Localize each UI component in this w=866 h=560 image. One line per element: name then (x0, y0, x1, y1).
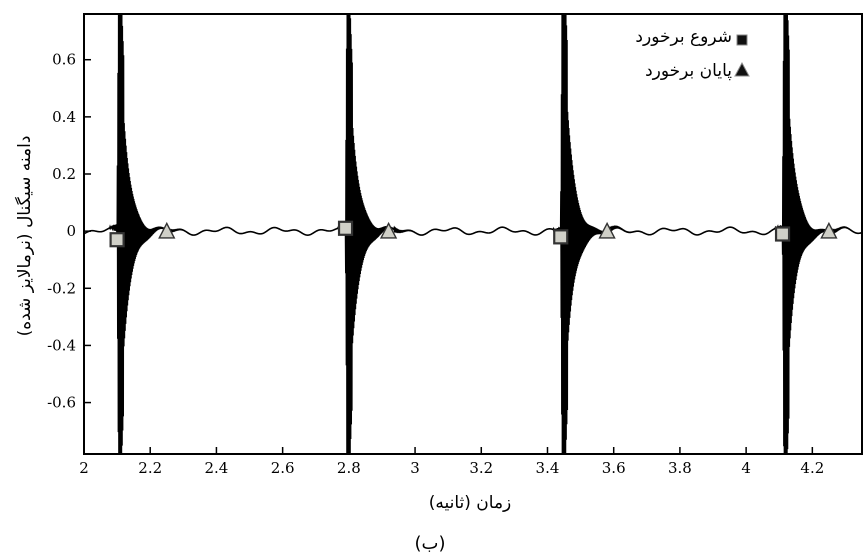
y-tick-label: -0.4 (47, 336, 76, 354)
impact-start-marker (109, 232, 125, 248)
legend-label-start: شروع برخورد (635, 27, 732, 47)
impact-start-marker (774, 226, 791, 242)
x-tick-label: 2 (79, 459, 89, 477)
x-tick-label: 3.4 (536, 459, 560, 477)
y-tick-label: -0.6 (47, 394, 76, 412)
legend-label-end: پایان برخورد (645, 61, 732, 81)
y-tick-label: 0 (66, 222, 76, 240)
x-tick-label: 2.2 (138, 459, 162, 477)
marker-layer (109, 220, 838, 248)
impact-end-marker (379, 221, 398, 239)
impact-end-marker (598, 221, 616, 239)
legend: شروع برخورد پایان برخورد (635, 27, 750, 81)
impact-start-marker (337, 220, 354, 236)
y-tick-label: 0.2 (52, 165, 76, 183)
x-tick-label: 3.2 (469, 459, 493, 477)
y-tick-label: 0.4 (52, 108, 76, 126)
legend-swatch-start (736, 34, 748, 46)
y-tick-label: 0.6 (52, 51, 76, 69)
x-axis-label: زمان (ثانیه) (429, 493, 512, 513)
y-tick-label: -0.2 (47, 279, 76, 297)
x-tick-label: 2.4 (204, 459, 228, 477)
signal-trace (84, 14, 862, 454)
y-axis-label: دامنه سیگنال (نرمالایز شده) (14, 136, 35, 337)
x-tick-label: 4.2 (800, 459, 824, 477)
impact-end-marker (158, 221, 176, 239)
x-tick-label: 2.6 (271, 459, 295, 477)
x-tick-label: 3 (410, 459, 420, 477)
signal-layer (84, 14, 862, 454)
plot-frame (83, 13, 863, 455)
tick-layer: 2 2.2 2.4 2.6 2.8 3 3.2 3.4 3.6 3.8 4 4.2 0.6 0.4 0.2 0… (47, 51, 824, 477)
x-tick-label: 3.6 (602, 459, 626, 477)
x-tick-label: 4 (741, 459, 751, 477)
x-tick-label: 2.8 (337, 459, 361, 477)
x-tick-label: 3.8 (668, 459, 692, 477)
impact-end-marker (820, 221, 838, 239)
figure-caption: (ب) (414, 533, 445, 554)
legend-swatch-end (734, 61, 750, 77)
impact-start-marker (553, 229, 569, 245)
